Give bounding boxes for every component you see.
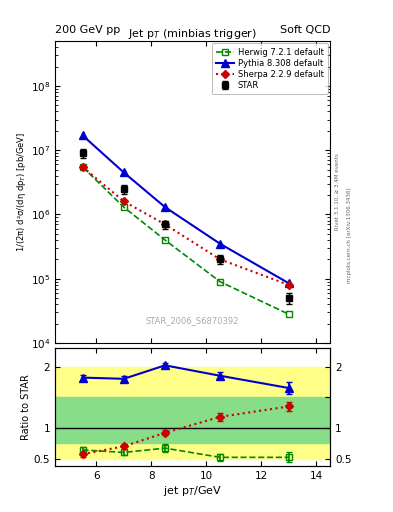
Text: Rivet 3.1.10, ≥ 3.4M events: Rivet 3.1.10, ≥ 3.4M events	[334, 154, 339, 230]
Legend: Herwig 7.2.1 default, Pythia 8.308 default, Sherpa 2.2.9 default, STAR: Herwig 7.2.1 default, Pythia 8.308 defau…	[212, 44, 328, 94]
Pythia 8.308 default	[163, 204, 167, 210]
Title: Jet p$_T$ (minbias trigger): Jet p$_T$ (minbias trigger)	[128, 27, 257, 41]
Sherpa 2.2.9 default	[121, 198, 126, 204]
X-axis label: jet p$_T$/GeV: jet p$_T$/GeV	[163, 483, 222, 498]
Text: 200 GeV pp: 200 GeV pp	[55, 25, 120, 35]
Herwig 7.2.1 default	[80, 164, 85, 170]
Pythia 8.308 default	[80, 132, 85, 138]
Sherpa 2.2.9 default	[163, 221, 167, 227]
Bar	[55, 397, 330, 443]
Bar	[55, 367, 330, 459]
Line: Pythia 8.308 default: Pythia 8.308 default	[79, 132, 293, 287]
Text: STAR_2006_S6870392: STAR_2006_S6870392	[146, 316, 239, 325]
Herwig 7.2.1 default	[286, 311, 291, 317]
Pythia 8.308 default	[218, 241, 222, 247]
Herwig 7.2.1 default	[121, 204, 126, 210]
Y-axis label: 1/(2π) d²σ/(dη dp$_T$) [pb/GeV]: 1/(2π) d²σ/(dη dp$_T$) [pb/GeV]	[15, 132, 28, 252]
Sherpa 2.2.9 default	[218, 257, 222, 263]
Herwig 7.2.1 default	[163, 237, 167, 243]
Text: Soft QCD: Soft QCD	[280, 25, 330, 35]
Herwig 7.2.1 default	[218, 279, 222, 285]
Text: mcplots.cern.ch [arXiv:1306.3436]: mcplots.cern.ch [arXiv:1306.3436]	[347, 188, 352, 283]
Sherpa 2.2.9 default	[80, 164, 85, 170]
Sherpa 2.2.9 default	[286, 282, 291, 288]
Pythia 8.308 default	[286, 280, 291, 286]
Line: Herwig 7.2.1 default: Herwig 7.2.1 default	[79, 164, 292, 317]
Pythia 8.308 default	[121, 169, 126, 176]
Line: Sherpa 2.2.9 default: Sherpa 2.2.9 default	[80, 164, 292, 288]
Y-axis label: Ratio to STAR: Ratio to STAR	[21, 374, 31, 440]
